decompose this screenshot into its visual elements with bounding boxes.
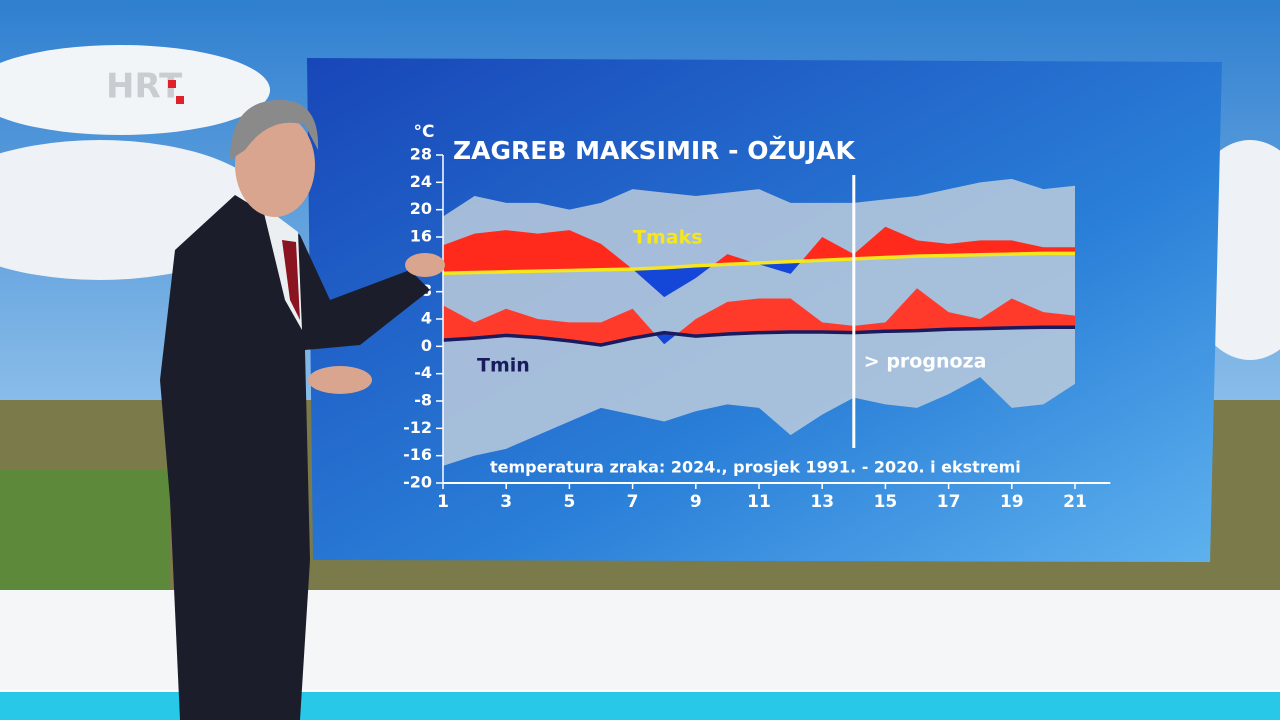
x-tick-label: 1 [437,492,449,512]
x-tick-label: 19 [1000,492,1024,512]
y-tick-label: -20 [403,473,432,492]
y-tick-label: -12 [403,418,432,437]
x-tick-label: 5 [563,492,575,512]
x-tick-label: 21 [1063,492,1087,512]
x-tick-label: 11 [747,492,771,512]
anomaly-above [443,288,1075,345]
cloud [0,45,270,135]
y-tick-label: -8 [414,391,432,410]
hand [308,366,372,394]
caption: temperatura zraka: 2024., prosjek 1991. … [490,458,1021,477]
y-tick-label: 16 [410,227,432,246]
x-tick-label: 17 [937,492,961,512]
y-tick-label: -4 [414,363,432,382]
field [0,470,170,600]
y-tick-label: 24 [410,172,432,191]
anomaly-above [443,226,1075,274]
suit [160,195,430,720]
x-tick-label: 7 [627,492,639,512]
average-line [442,325,1075,347]
chart: ZAGREB MAKSIMIR - OŽUJAK °C temperatura … [403,122,1111,512]
logo-square [168,80,176,88]
head [235,113,315,217]
chart-title: ZAGREB MAKSIMIR - OŽUJAK [453,136,857,165]
forecast-label: > prognoza [864,351,987,373]
y-tick-label: 0 [421,336,432,355]
y-tick-label: 4 [421,309,432,328]
tie [282,240,300,320]
y-tick-label: 28 [410,145,432,164]
hand [405,253,445,277]
y-tick-label: -16 [403,445,432,464]
x-tick-label: 15 [874,492,898,512]
x-tick-label: 9 [690,492,702,512]
y-tick-label: 20 [410,199,432,218]
y-unit: °C [414,122,435,142]
logo-square [176,96,184,104]
series-label: Tmaks [633,226,703,248]
x-tick-label: 13 [810,492,834,512]
presenter [160,100,445,720]
series-label: Tmin [477,355,530,377]
hair [230,100,319,160]
average-line [442,251,1075,275]
x-tick-label: 3 [500,492,512,512]
